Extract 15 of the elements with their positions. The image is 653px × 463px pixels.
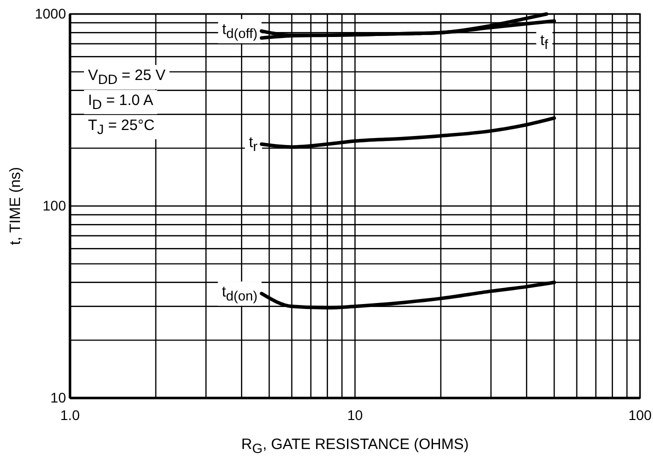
series-label: t$_{r}$ [248,134,258,154]
y-tick-label: 10 [50,389,66,406]
x-axis-title: R$_{G}$, GATE RESISTANCE (OHMS) [241,436,469,456]
series-label: t$_{d(off)}$ [222,21,258,42]
y-tick-label: 1000 [34,5,66,22]
series-label: t$_{d(on)}$ [222,284,258,304]
annotation: V$_{DD}$ = 25 V [88,67,166,88]
x-tick-label: 1.0 [60,406,80,423]
annotation: T$_{J}$ = 25°C [88,117,155,138]
x-tick-label: 10 [347,406,363,423]
y-tick-label: 100 [42,197,66,214]
series-label: t$_{f}$ [540,32,548,52]
x-tick-label: 100 [628,406,652,423]
y-axis-title: t, TIME (ns) [7,166,24,246]
annotation: I$_{D}$ = 1.0 A [88,92,154,112]
